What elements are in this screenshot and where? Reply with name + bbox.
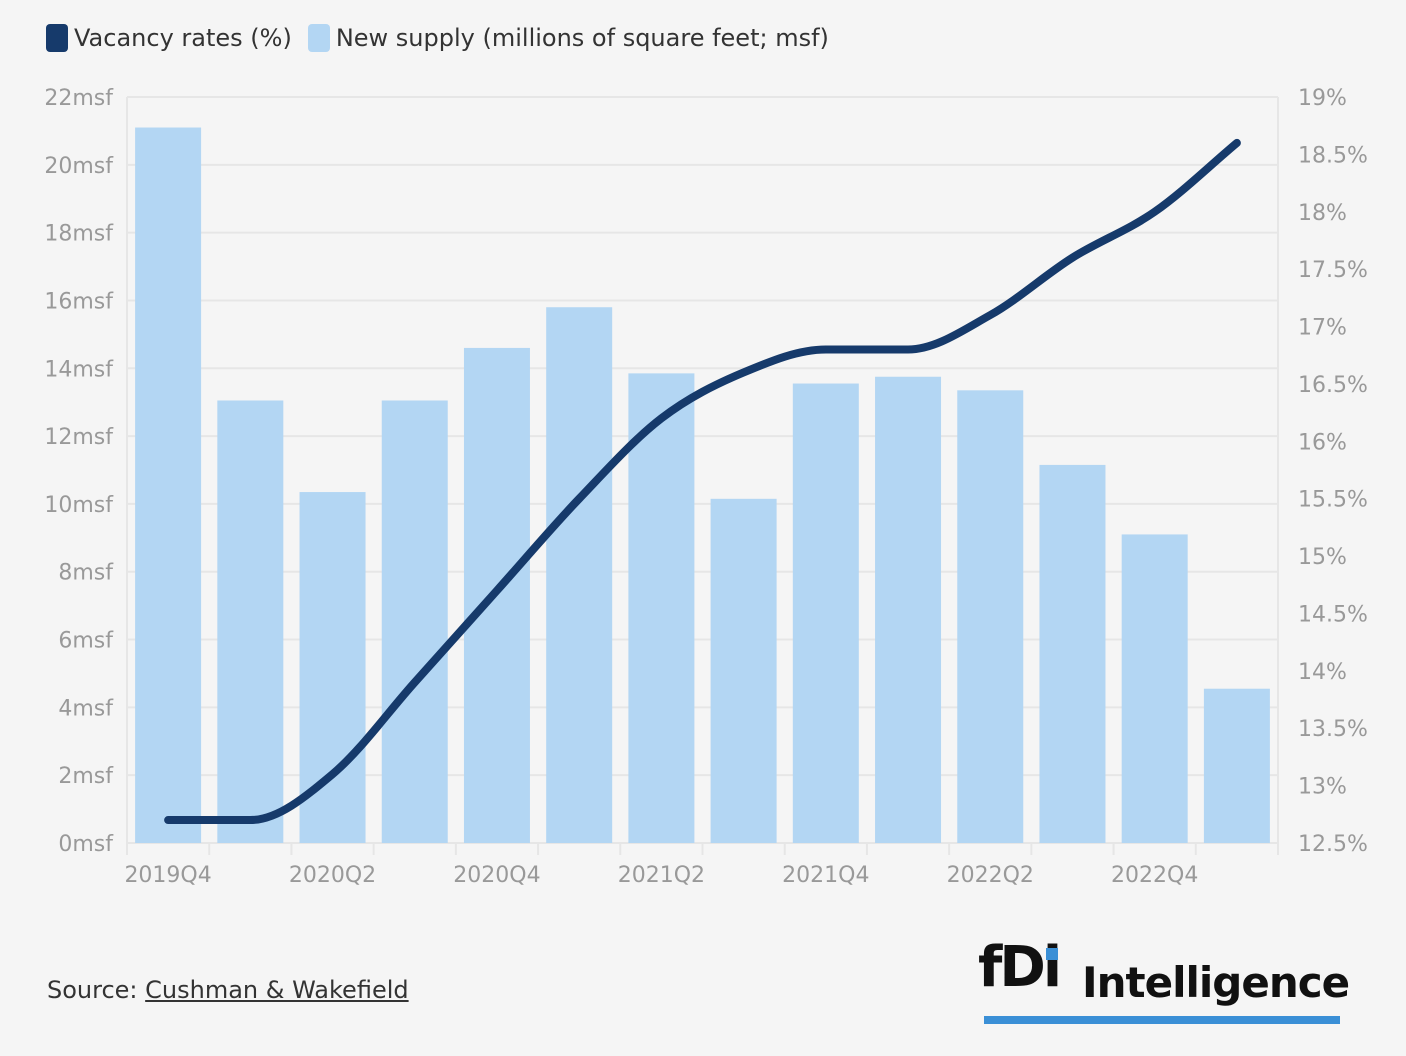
y-right-tick-label: 17% bbox=[1298, 316, 1347, 341]
bar bbox=[957, 390, 1024, 843]
y-right-tick-label: 14% bbox=[1298, 660, 1347, 685]
y-left-tick-label: 12msf bbox=[44, 425, 114, 450]
source-note: Source: Cushman & Wakefield bbox=[47, 976, 409, 1004]
bar bbox=[875, 376, 942, 843]
vacancy-point bbox=[1236, 142, 1237, 143]
bar bbox=[792, 383, 859, 843]
y-right-tick-label: 15.5% bbox=[1298, 488, 1368, 513]
bar bbox=[299, 492, 366, 843]
y-left-tick-label: 14msf bbox=[44, 357, 114, 382]
vacancy-point bbox=[496, 590, 497, 591]
y-right-tick-label: 17.5% bbox=[1298, 258, 1368, 283]
y-left-tick-label: 2msf bbox=[58, 764, 114, 789]
chart-legend: Vacancy rates (%) New supply (millions o… bbox=[46, 24, 845, 52]
y-left-tick-label: 18msf bbox=[44, 222, 114, 247]
chart-plot-area: 0msf 2msf 4msf 6msf 8msf 10msf 12msf 14msf 16msf… bbox=[44, 86, 1368, 888]
y-right-tick-label: 18.5% bbox=[1298, 143, 1368, 168]
vacancy-point bbox=[414, 682, 415, 683]
bar bbox=[1121, 534, 1188, 843]
y-right-tick-label: 13.5% bbox=[1298, 717, 1368, 742]
bar bbox=[1203, 688, 1270, 843]
y-left-tick-label: 20msf bbox=[44, 154, 114, 179]
x-tick-label: 2020Q4 bbox=[453, 863, 540, 888]
vacancy-point bbox=[990, 315, 991, 316]
legend-item-vacancy[interactable]: Vacancy rates (%) bbox=[46, 24, 292, 52]
y-right-tick-label: 12.5% bbox=[1298, 832, 1368, 857]
bar bbox=[135, 127, 202, 843]
y-right-tick-label: 15% bbox=[1298, 545, 1347, 570]
y-left-tick-label: 0msf bbox=[58, 832, 114, 857]
bar bbox=[546, 307, 613, 844]
bar bbox=[381, 400, 448, 843]
vacancy-line bbox=[164, 138, 1241, 825]
bar bbox=[217, 400, 284, 843]
y-left-tick-label: 22msf bbox=[44, 86, 114, 111]
y-left-tick-label: 6msf bbox=[58, 629, 114, 654]
vacancy-point bbox=[743, 372, 744, 373]
source-link[interactable]: Cushman & Wakefield bbox=[145, 976, 409, 1004]
y-left-tick-label: 10msf bbox=[44, 493, 114, 518]
y-right-tick-label: 14.5% bbox=[1298, 602, 1368, 627]
logo-dot-icon bbox=[1046, 948, 1058, 960]
y-right-tick-label: 18% bbox=[1298, 201, 1347, 226]
bar bbox=[1039, 464, 1106, 843]
logo-word: Intelligence bbox=[1082, 958, 1350, 1007]
legend-swatch-vacancy bbox=[46, 24, 68, 52]
bar bbox=[710, 498, 777, 843]
x-tick-label: 2022Q2 bbox=[947, 863, 1034, 888]
vacancy-point bbox=[908, 349, 909, 350]
vacancy-point bbox=[579, 498, 580, 499]
y-right-tick-label: 16.5% bbox=[1298, 373, 1368, 398]
x-tick-label: 2022Q4 bbox=[1111, 863, 1198, 888]
x-tick-label: 2020Q2 bbox=[289, 863, 376, 888]
legend-item-supply[interactable]: New supply (millions of square feet; msf… bbox=[307, 24, 829, 52]
x-tick-label: 2021Q4 bbox=[782, 863, 869, 888]
y-left-tick-label: 4msf bbox=[58, 696, 114, 721]
vacancy-point bbox=[250, 820, 251, 821]
y-left-tick-label: 8msf bbox=[58, 561, 114, 586]
x-tick-label: 2021Q2 bbox=[618, 863, 705, 888]
y-right-tick-label: 13% bbox=[1298, 775, 1347, 800]
bar bbox=[628, 373, 695, 843]
legend-swatch-supply bbox=[307, 24, 330, 52]
y-right-tick-label: 19% bbox=[1298, 86, 1347, 111]
source-prefix: Source: bbox=[47, 976, 146, 1004]
fdi-intelligence-logo: fDi Intelligence bbox=[978, 940, 1350, 1026]
vacancy-point bbox=[1154, 211, 1155, 212]
vacancy-point bbox=[332, 774, 333, 775]
vacancy-point bbox=[168, 820, 169, 821]
x-tick-label: 2019Q4 bbox=[124, 863, 211, 888]
logo-underline bbox=[984, 1016, 1340, 1024]
vacancy-point bbox=[661, 418, 662, 419]
vacancy-point bbox=[825, 349, 826, 350]
y-right-tick-label: 16% bbox=[1298, 430, 1347, 455]
y-left-tick-label: 16msf bbox=[44, 289, 114, 314]
vacancy-point bbox=[1072, 257, 1073, 258]
legend-label-supply: New supply (millions of square feet; msf… bbox=[335, 24, 829, 52]
legend-label-vacancy: Vacancy rates (%) bbox=[74, 24, 292, 52]
